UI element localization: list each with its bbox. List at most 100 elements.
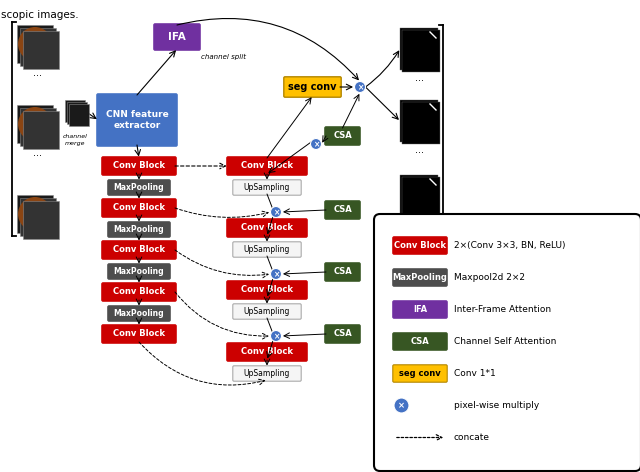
FancyBboxPatch shape <box>393 365 447 382</box>
Text: UpSampling: UpSampling <box>244 183 290 192</box>
Text: ...: ... <box>415 73 424 83</box>
Text: 2×(Conv 3×3, BN, ReLU): 2×(Conv 3×3, BN, ReLU) <box>454 241 566 250</box>
Text: MaxPooling: MaxPooling <box>392 273 447 282</box>
Text: Inter-Frame Attention: Inter-Frame Attention <box>454 305 551 314</box>
FancyBboxPatch shape <box>108 264 170 279</box>
FancyBboxPatch shape <box>393 269 447 286</box>
Text: MaxPooling: MaxPooling <box>114 267 164 276</box>
Circle shape <box>394 398 409 413</box>
FancyBboxPatch shape <box>393 301 447 318</box>
Text: CSA: CSA <box>333 132 352 141</box>
Text: merge: merge <box>65 141 85 146</box>
FancyBboxPatch shape <box>108 222 170 237</box>
Circle shape <box>18 197 52 231</box>
Text: CSA: CSA <box>333 205 352 214</box>
FancyBboxPatch shape <box>393 333 447 350</box>
FancyBboxPatch shape <box>400 175 438 217</box>
Text: Channel Self Attention: Channel Self Attention <box>454 337 556 346</box>
Circle shape <box>310 138 321 150</box>
Text: IFA: IFA <box>413 305 427 314</box>
FancyBboxPatch shape <box>233 242 301 257</box>
FancyBboxPatch shape <box>233 366 301 381</box>
FancyBboxPatch shape <box>393 237 447 254</box>
Text: concate: concate <box>454 433 490 442</box>
FancyBboxPatch shape <box>20 108 56 146</box>
Text: Conv Block: Conv Block <box>241 161 293 170</box>
Text: Conv Block: Conv Block <box>394 241 446 250</box>
FancyBboxPatch shape <box>102 325 176 343</box>
FancyBboxPatch shape <box>23 201 59 239</box>
FancyBboxPatch shape <box>108 180 170 195</box>
Text: CNN feature
extractor: CNN feature extractor <box>106 110 168 130</box>
Text: ×: × <box>273 270 279 279</box>
FancyBboxPatch shape <box>20 198 56 236</box>
Text: UpSampling: UpSampling <box>244 369 290 378</box>
Text: MaxPooling: MaxPooling <box>114 309 164 318</box>
FancyBboxPatch shape <box>17 25 53 63</box>
Text: Conv Block: Conv Block <box>113 245 165 254</box>
Text: ×: × <box>398 401 405 410</box>
FancyBboxPatch shape <box>227 157 307 175</box>
FancyBboxPatch shape <box>69 104 89 126</box>
FancyBboxPatch shape <box>402 177 440 219</box>
Text: ...: ... <box>33 148 42 158</box>
Circle shape <box>355 82 365 93</box>
FancyBboxPatch shape <box>227 343 307 361</box>
Text: Conv Block: Conv Block <box>113 203 165 212</box>
Circle shape <box>271 330 282 342</box>
Text: ×: × <box>357 83 363 92</box>
Text: channel: channel <box>63 134 88 139</box>
FancyBboxPatch shape <box>102 283 176 301</box>
FancyBboxPatch shape <box>284 77 341 97</box>
Text: seg conv: seg conv <box>399 369 441 378</box>
FancyBboxPatch shape <box>325 325 360 343</box>
FancyBboxPatch shape <box>227 219 307 237</box>
Text: Conv Block: Conv Block <box>113 329 165 338</box>
FancyBboxPatch shape <box>374 214 640 471</box>
FancyBboxPatch shape <box>23 31 59 69</box>
Text: Conv Block: Conv Block <box>241 347 293 356</box>
Circle shape <box>18 107 52 141</box>
Text: scopic images.: scopic images. <box>1 10 79 20</box>
Text: MaxPooling: MaxPooling <box>114 225 164 234</box>
Text: Conv Block: Conv Block <box>241 224 293 233</box>
Text: Conv Block: Conv Block <box>113 161 165 170</box>
FancyBboxPatch shape <box>402 30 440 72</box>
FancyBboxPatch shape <box>20 28 56 66</box>
FancyBboxPatch shape <box>102 199 176 217</box>
FancyBboxPatch shape <box>108 306 170 321</box>
Text: channel split: channel split <box>201 54 246 60</box>
Circle shape <box>18 27 52 61</box>
FancyBboxPatch shape <box>67 102 87 124</box>
Text: seg conv: seg conv <box>288 82 337 92</box>
Text: CSA: CSA <box>333 329 352 338</box>
FancyBboxPatch shape <box>102 157 176 175</box>
FancyBboxPatch shape <box>65 100 85 122</box>
Text: pixel-wise multiply: pixel-wise multiply <box>454 401 540 410</box>
FancyBboxPatch shape <box>17 195 53 233</box>
Text: ×: × <box>273 332 279 341</box>
FancyBboxPatch shape <box>325 127 360 145</box>
FancyBboxPatch shape <box>227 281 307 299</box>
FancyBboxPatch shape <box>400 100 438 142</box>
FancyBboxPatch shape <box>325 263 360 281</box>
FancyBboxPatch shape <box>233 180 301 195</box>
Text: ...: ... <box>33 68 42 78</box>
Text: Maxpool2d 2×2: Maxpool2d 2×2 <box>454 273 525 282</box>
FancyBboxPatch shape <box>154 24 200 50</box>
Text: ×: × <box>313 140 319 149</box>
Text: IFA: IFA <box>168 32 186 42</box>
FancyBboxPatch shape <box>325 201 360 219</box>
FancyBboxPatch shape <box>400 28 438 70</box>
Text: UpSampling: UpSampling <box>244 307 290 316</box>
Text: Conv Block: Conv Block <box>113 287 165 296</box>
Text: MaxPooling: MaxPooling <box>114 183 164 192</box>
FancyBboxPatch shape <box>17 105 53 143</box>
FancyBboxPatch shape <box>97 94 177 146</box>
Text: Conv 1*1: Conv 1*1 <box>454 369 496 378</box>
FancyBboxPatch shape <box>233 304 301 319</box>
Text: ×: × <box>273 208 279 217</box>
Text: UpSampling: UpSampling <box>244 245 290 254</box>
Text: CSA: CSA <box>411 337 429 346</box>
Circle shape <box>271 207 282 218</box>
